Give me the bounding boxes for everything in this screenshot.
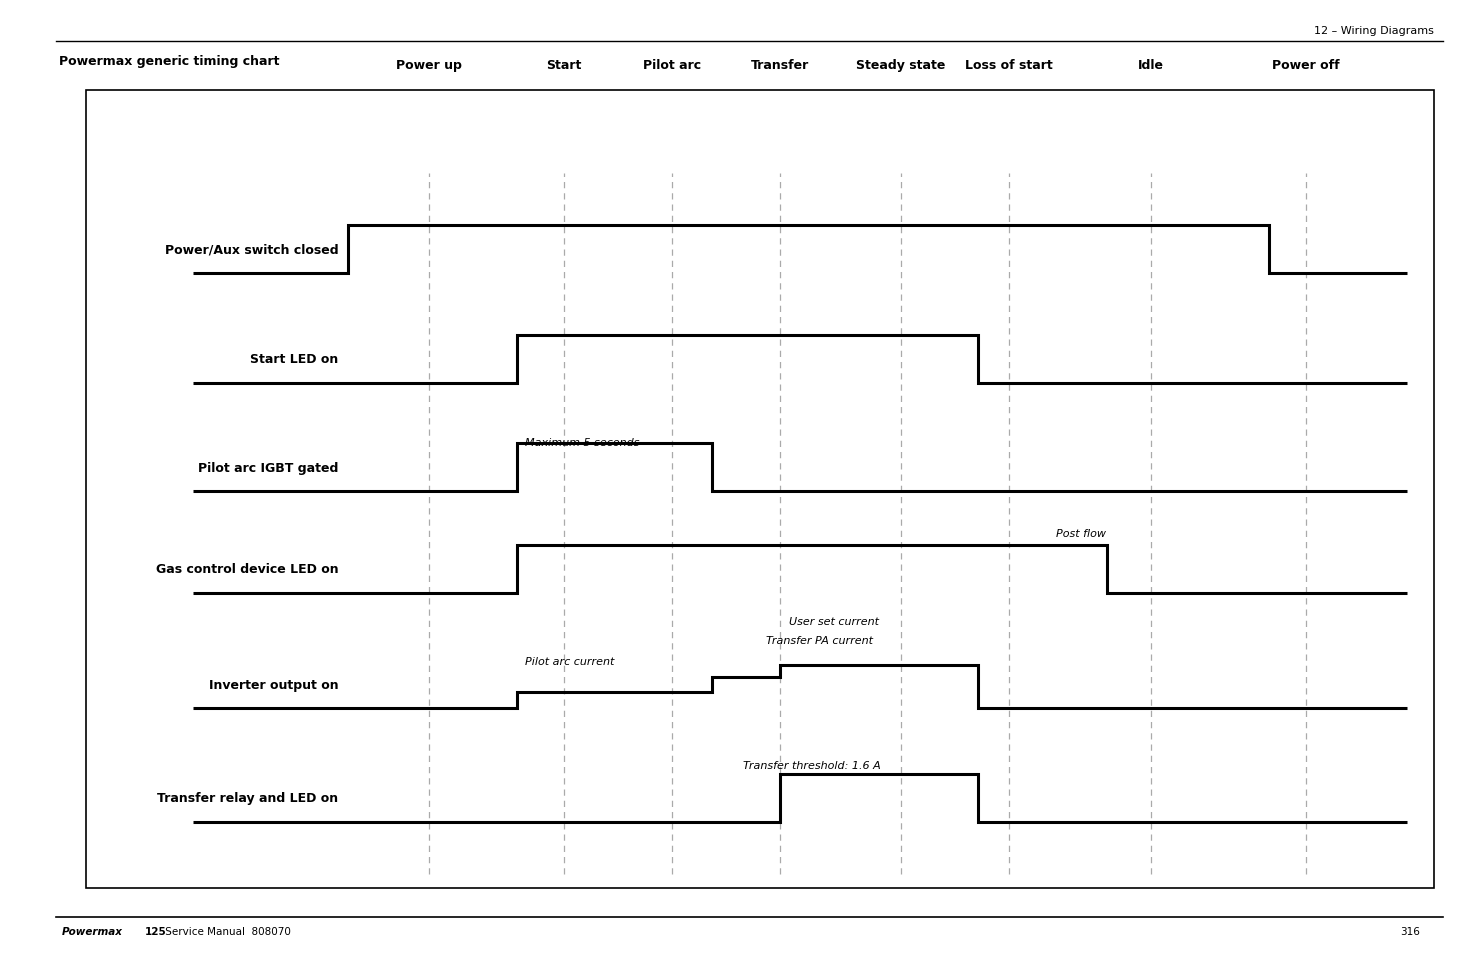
- Text: Power/Aux switch closed: Power/Aux switch closed: [165, 244, 338, 256]
- Text: Power off: Power off: [1271, 58, 1339, 71]
- Text: 125: 125: [145, 926, 167, 936]
- Text: Start LED on: Start LED on: [251, 353, 338, 366]
- Text: Powermax generic timing chart: Powermax generic timing chart: [59, 55, 279, 69]
- Text: 12 – Wiring Diagrams: 12 – Wiring Diagrams: [1314, 27, 1434, 36]
- Text: Maximum 5 seconds: Maximum 5 seconds: [525, 437, 640, 448]
- Text: Inverter output on: Inverter output on: [209, 679, 338, 691]
- Text: Pilot arc: Pilot arc: [643, 58, 701, 71]
- Text: Service Manual  808070: Service Manual 808070: [162, 926, 291, 936]
- Text: Start: Start: [546, 58, 581, 71]
- Text: Gas control device LED on: Gas control device LED on: [156, 562, 338, 576]
- Text: Transfer PA current: Transfer PA current: [767, 636, 873, 646]
- Text: Pilot arc IGBT gated: Pilot arc IGBT gated: [198, 461, 338, 475]
- Text: Idle: Idle: [1137, 58, 1164, 71]
- Text: Powermax: Powermax: [62, 926, 122, 936]
- Text: Steady state: Steady state: [857, 58, 945, 71]
- Text: Transfer threshold: 1.6 A: Transfer threshold: 1.6 A: [743, 760, 881, 770]
- Text: Power up: Power up: [397, 58, 462, 71]
- Text: Transfer: Transfer: [751, 58, 808, 71]
- Text: Loss of start: Loss of start: [965, 58, 1053, 71]
- Text: Pilot arc current: Pilot arc current: [525, 657, 615, 666]
- Bar: [86, 91, 1434, 888]
- Text: 316: 316: [1401, 926, 1420, 936]
- Text: User set current: User set current: [789, 617, 879, 626]
- Text: Transfer relay and LED on: Transfer relay and LED on: [158, 792, 338, 804]
- Text: Post flow: Post flow: [1056, 529, 1106, 538]
